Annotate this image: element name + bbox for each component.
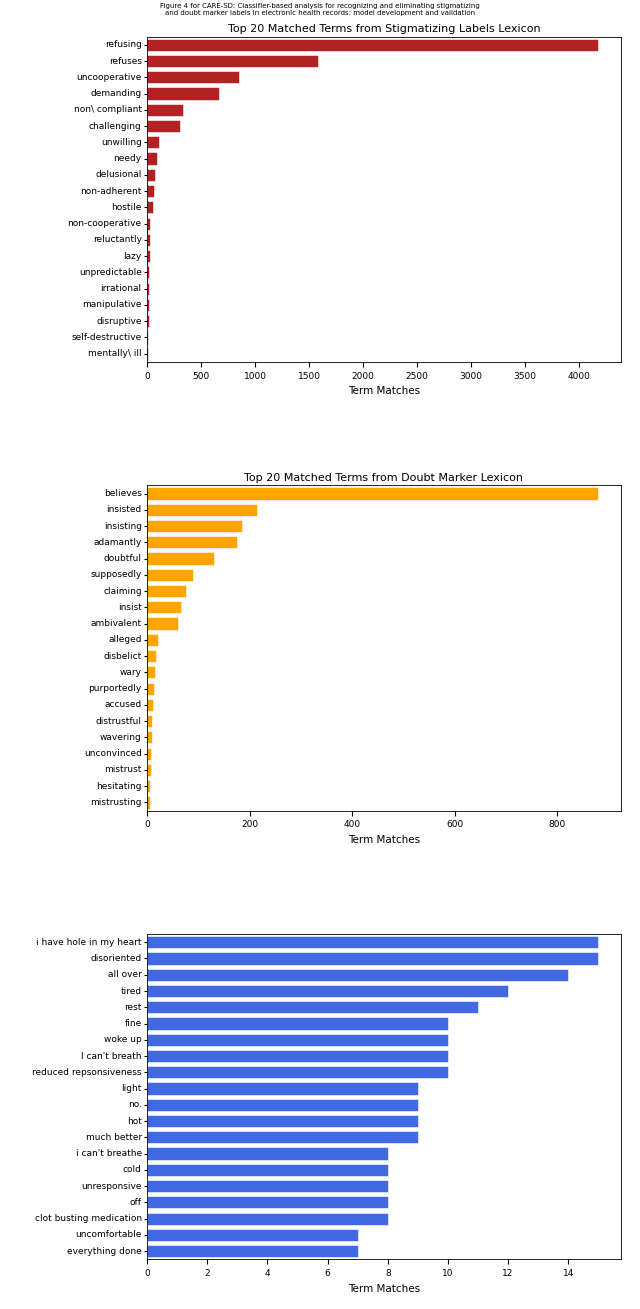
- Bar: [147, 537, 237, 548]
- Bar: [147, 747, 151, 759]
- Bar: [147, 1148, 388, 1160]
- Bar: [147, 585, 186, 597]
- Bar: [147, 763, 151, 776]
- Bar: [147, 634, 159, 645]
- Bar: [147, 169, 156, 181]
- Title: Top 20 Matched Terms from Stigmatizing Labels Lexicon: Top 20 Matched Terms from Stigmatizing L…: [228, 25, 540, 34]
- Bar: [147, 1131, 418, 1144]
- Bar: [147, 715, 152, 728]
- Bar: [147, 552, 214, 564]
- X-axis label: Term Matches: Term Matches: [348, 835, 420, 844]
- Bar: [147, 55, 317, 67]
- Title: Top 20 Matched Terms from Doubt Marker Lexicon: Top 20 Matched Terms from Doubt Marker L…: [244, 474, 524, 483]
- Bar: [147, 298, 149, 312]
- Bar: [147, 1034, 448, 1046]
- Bar: [147, 331, 148, 343]
- Bar: [147, 315, 148, 327]
- Bar: [147, 796, 150, 809]
- Bar: [147, 780, 150, 792]
- Bar: [147, 1212, 388, 1225]
- Bar: [147, 504, 257, 516]
- Bar: [147, 969, 568, 980]
- Bar: [147, 217, 150, 229]
- Bar: [147, 953, 598, 965]
- Bar: [147, 250, 150, 262]
- Bar: [147, 682, 154, 695]
- Bar: [147, 1164, 388, 1175]
- Bar: [147, 568, 193, 581]
- Bar: [147, 520, 242, 533]
- Bar: [147, 601, 180, 614]
- Bar: [147, 732, 152, 744]
- Bar: [147, 984, 508, 997]
- Bar: [147, 618, 178, 630]
- Bar: [147, 1017, 448, 1030]
- Bar: [147, 1001, 478, 1013]
- Bar: [147, 71, 239, 84]
- Bar: [147, 1083, 418, 1094]
- Bar: [147, 1115, 418, 1127]
- Bar: [147, 936, 598, 948]
- Bar: [147, 1196, 388, 1208]
- Bar: [147, 1067, 448, 1079]
- Bar: [147, 266, 149, 279]
- Bar: [147, 1179, 388, 1192]
- Bar: [147, 136, 159, 148]
- X-axis label: Term Matches: Term Matches: [348, 386, 420, 397]
- X-axis label: Term Matches: Term Matches: [348, 1284, 420, 1293]
- Bar: [147, 185, 154, 198]
- Bar: [147, 88, 220, 99]
- Bar: [147, 699, 154, 711]
- Bar: [147, 283, 149, 295]
- Bar: [147, 152, 157, 165]
- Bar: [147, 120, 180, 132]
- Bar: [147, 666, 156, 678]
- Bar: [147, 348, 148, 360]
- Bar: [147, 103, 183, 117]
- Bar: [147, 1050, 448, 1062]
- Bar: [147, 234, 150, 246]
- Bar: [147, 1245, 358, 1257]
- Bar: [147, 651, 156, 662]
- Text: Figure 4 for CARE-SD: Classifier-based analysis for recognizing and eliminating : Figure 4 for CARE-SD: Classifier-based a…: [160, 3, 480, 16]
- Bar: [147, 202, 153, 213]
- Bar: [147, 1098, 418, 1111]
- Bar: [147, 1229, 358, 1241]
- Bar: [147, 487, 598, 500]
- Bar: [147, 39, 598, 51]
